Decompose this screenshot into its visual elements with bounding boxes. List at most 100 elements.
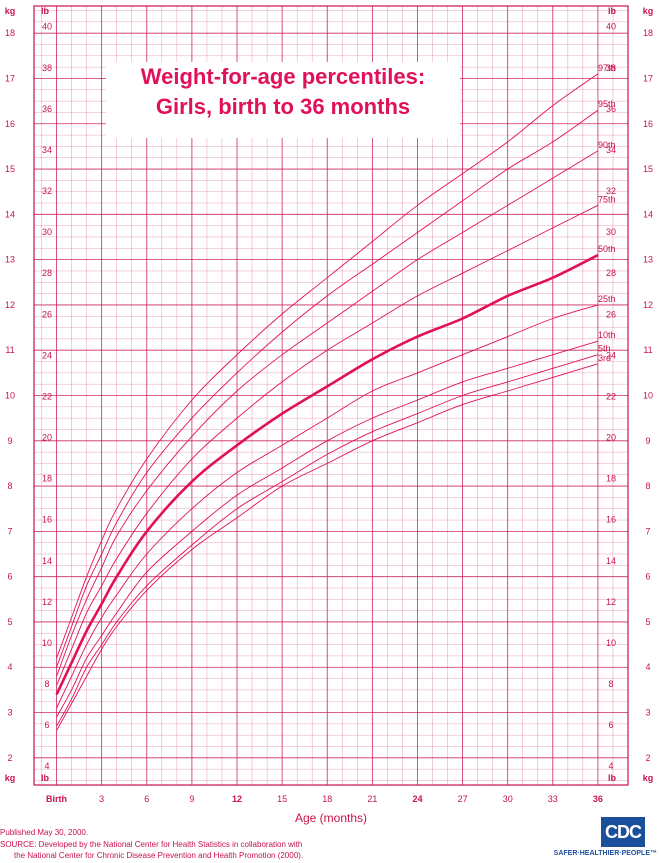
lb-tick-left: 4: [44, 761, 49, 771]
lb-tick-left: 10: [42, 638, 52, 648]
cdc-logo-mark: CDC: [601, 817, 645, 847]
lb-tick-right: 20: [606, 433, 616, 443]
x-tick-label: 6: [144, 794, 149, 804]
percentile-label-25th: 25th: [598, 294, 616, 304]
percentile-label-5th: 5th: [598, 344, 611, 354]
lb-tick-right: 8: [608, 679, 613, 689]
lb-tick-right: 14: [606, 556, 616, 566]
lb-footer-left: lb: [41, 773, 50, 783]
percentile-label-95th: 95th: [598, 99, 616, 109]
kg-tick-left: 14: [5, 209, 15, 219]
lb-tick-left: 38: [42, 63, 52, 73]
lb-tick-right: 40: [606, 22, 616, 32]
lb-tick-left: 34: [42, 145, 52, 155]
lb-tick-right: 28: [606, 268, 616, 278]
percentile-curve-10th: [56, 340, 599, 718]
kg-tick-right: 11: [643, 345, 652, 355]
kg-header-right: kg: [643, 6, 654, 16]
lb-tick-right: 34: [606, 145, 616, 155]
kg-tick-right: 4: [645, 662, 650, 672]
x-axis-label: Age (months): [295, 811, 367, 825]
lb-tick-right: 38: [606, 63, 616, 73]
kg-footer-left: kg: [5, 773, 16, 783]
lb-tick-left: 40: [42, 22, 52, 32]
x-tick-label: 36: [593, 794, 603, 804]
percentile-label-3rd: 3rd: [598, 353, 611, 363]
percentile-label-75th: 75th: [598, 194, 616, 204]
x-tick-label: 9: [189, 794, 194, 804]
kg-tick-right: 16: [643, 119, 653, 129]
lb-tick-left: 22: [42, 391, 52, 401]
kg-tick-right: 7: [645, 526, 650, 536]
lb-tick-left: 14: [42, 556, 52, 566]
kg-header: kg: [5, 6, 16, 16]
lb-tick-right: 12: [606, 597, 616, 607]
lb-tick-left: 24: [42, 350, 52, 360]
percentile-label-97th: 97th: [598, 63, 616, 73]
lb-tick-right: 4: [608, 761, 613, 771]
kg-tick-left: 2: [7, 753, 12, 763]
kg-tick-right: 8: [645, 481, 650, 491]
lb-tick-left: 30: [42, 227, 52, 237]
kg-tick-right: 10: [643, 391, 653, 401]
kg-tick-left: 5: [7, 617, 12, 627]
cdc-tagline: SAFER·HEALTHIER·PEOPLE™: [553, 850, 657, 857]
kg-tick-left: 15: [5, 164, 15, 174]
lb-tick-right: 22: [606, 391, 616, 401]
x-tick-label: 30: [503, 794, 513, 804]
lb-tick-right: 16: [606, 515, 616, 525]
x-tick-label: 33: [548, 794, 558, 804]
chart-title-box: Weight-for-age percentiles: Girls, birth…: [106, 62, 460, 138]
percentile-curve-90th: [56, 150, 599, 677]
kg-tick-left: 4: [7, 662, 12, 672]
source-line-1: SOURCE: Developed by the National Center…: [0, 840, 303, 849]
kg-tick-left: 7: [7, 526, 12, 536]
percentile-curve-97th: [56, 73, 599, 659]
lb-tick-left: 28: [42, 268, 52, 278]
kg-tick-right: 2: [645, 753, 650, 763]
kg-tick-right: 12: [643, 300, 653, 310]
lb-tick-left: 8: [44, 679, 49, 689]
kg-tick-left: 9: [7, 436, 12, 446]
percentile-curve-75th: [56, 204, 599, 686]
percentile-curve-50th: [55, 253, 599, 695]
kg-tick-left: 12: [5, 300, 15, 310]
lb-tick-left: 20: [42, 433, 52, 443]
lb-tick-left: 36: [42, 104, 52, 114]
kg-tick-right: 3: [645, 708, 650, 718]
kg-tick-right: 13: [643, 255, 653, 265]
x-tick-label: 3: [99, 794, 104, 804]
x-tick-label: 12: [232, 794, 242, 804]
x-tick-label: 27: [458, 794, 468, 804]
percentile-curve-5th: [56, 354, 599, 727]
kg-tick-right: 17: [643, 73, 653, 83]
lb-tick-left: 26: [42, 309, 52, 319]
kg-tick-right: 6: [645, 572, 650, 582]
kg-tick-right: 5: [645, 617, 650, 627]
lb-tick-left: 12: [42, 597, 52, 607]
chart-title: Weight-for-age percentiles:: [140, 64, 426, 89]
kg-footer-right: kg: [643, 773, 654, 783]
percentile-label-50th: 50th: [598, 244, 616, 254]
lb-tick-right: 24: [606, 350, 616, 360]
percentile-label-10th: 10th: [598, 330, 616, 340]
kg-tick-left: 6: [7, 572, 12, 582]
percentile-curve-95th: [56, 109, 599, 668]
lb-footer-right: lb: [608, 773, 617, 783]
kg-tick-left: 8: [7, 481, 12, 491]
lb-tick-left: 18: [42, 474, 52, 484]
kg-tick-left: 17: [5, 73, 15, 83]
kg-tick-left: 13: [5, 255, 15, 265]
source-line-2: the National Center for Chronic Disease …: [14, 851, 304, 860]
kg-tick-right: 14: [643, 209, 653, 219]
lb-tick-right: 18: [606, 474, 616, 484]
percentile-curve-25th: [56, 304, 599, 709]
lb-tick-left: 6: [44, 720, 49, 730]
kg-tick-left: 11: [5, 345, 14, 355]
kg-tick-left: 18: [5, 28, 15, 38]
lb-tick-left: 16: [42, 515, 52, 525]
lb-tick-right: 30: [606, 227, 616, 237]
x-tick-label: 24: [412, 794, 422, 804]
percentile-curve-3rd: [56, 363, 599, 731]
